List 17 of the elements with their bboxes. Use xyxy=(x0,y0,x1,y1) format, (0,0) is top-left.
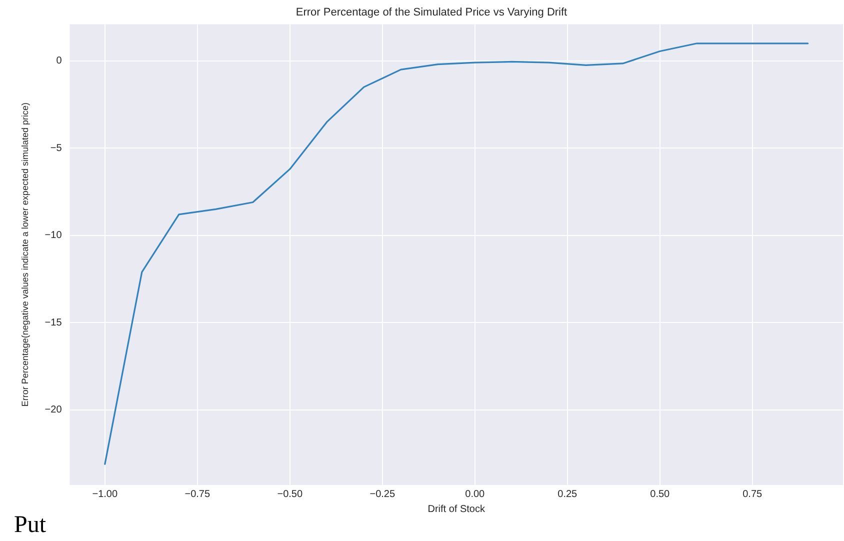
text: Put xyxy=(14,512,46,538)
x-tick-label: 0.50 xyxy=(650,488,670,500)
y-tick-label: 0 xyxy=(56,56,62,67)
x-tick-label: −0.75 xyxy=(184,488,210,500)
y-tick-label: −20 xyxy=(44,404,62,416)
y-tick-label: −5 xyxy=(50,142,62,154)
x-tick-label: −0.50 xyxy=(277,488,303,500)
x-axis-title: Drift of Stock xyxy=(428,504,486,515)
x-tick-label: −1.00 xyxy=(92,488,118,500)
y-tick-label: −15 xyxy=(44,317,62,328)
x-tick-label: 0.75 xyxy=(742,488,763,500)
x-tick-label: 0.00 xyxy=(465,488,486,500)
x-tick-label: 0.25 xyxy=(558,488,578,500)
x-tick-label: −0.25 xyxy=(370,488,396,500)
chart-title: Error Percentage of the Simulated Price vs Varying Drift xyxy=(296,6,568,19)
y-axis-title: Error Percentage(negative values indicate a lower expected simulated price) xyxy=(20,102,30,407)
y-tick-label: −10 xyxy=(44,230,62,242)
